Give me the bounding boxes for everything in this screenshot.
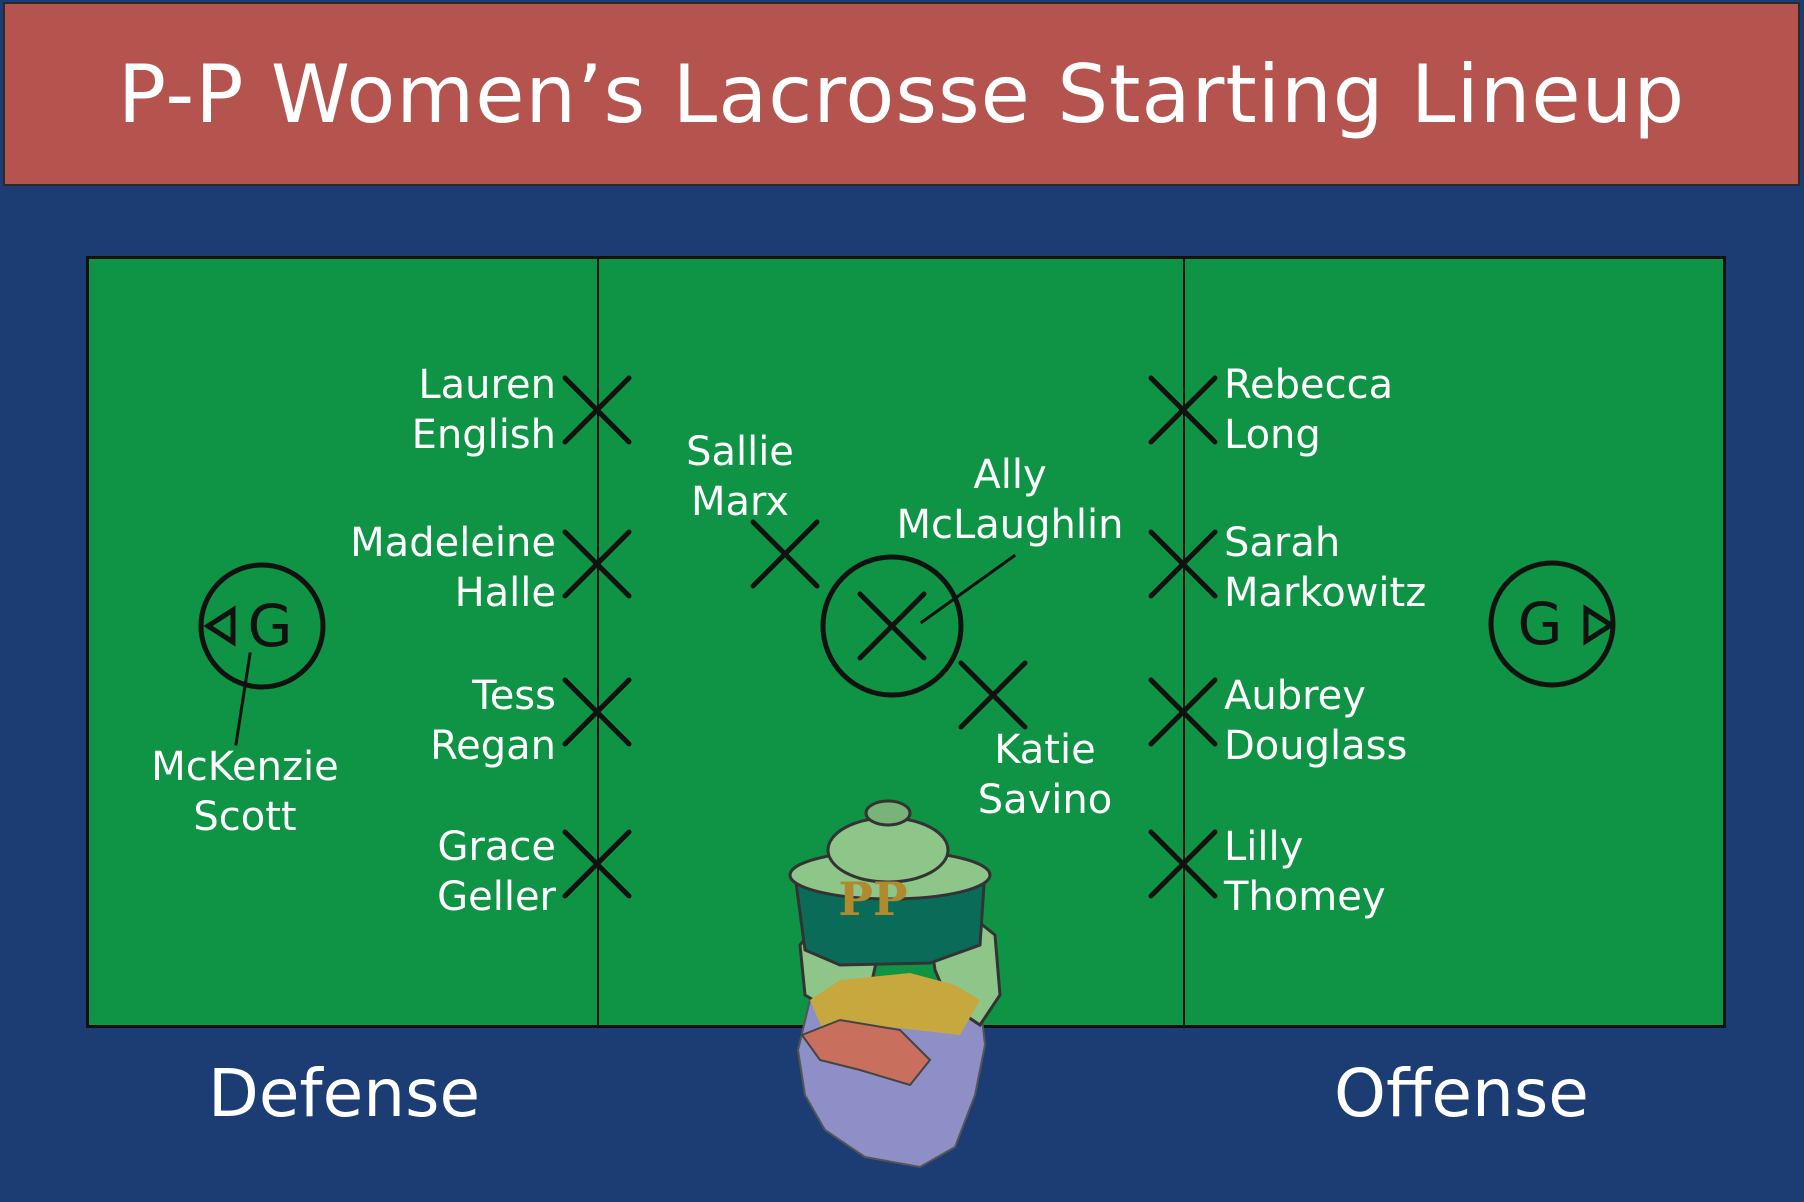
offense-x-4-mark bbox=[1148, 829, 1218, 899]
defense-label: Defense bbox=[208, 1055, 481, 1132]
defense-x-4-mark bbox=[562, 829, 632, 899]
midfield-player-3: Katie Savino bbox=[977, 727, 1113, 823]
offense-player-4: Lilly Thomey bbox=[1224, 824, 1386, 920]
duck-mascot-icon: PP bbox=[788, 799, 1002, 1169]
defense-x-3-mark bbox=[562, 677, 632, 747]
right-goal-arrow-icon bbox=[1583, 604, 1616, 646]
left-goal-letter: G bbox=[248, 592, 293, 660]
offense-restraining-line bbox=[1183, 256, 1185, 1028]
offense-label: Offense bbox=[1334, 1055, 1589, 1132]
midfield-player-1: Sallie Marx bbox=[686, 429, 794, 525]
midfield-player-2: Ally McLaughlin bbox=[896, 452, 1124, 548]
offense-player-2: Sarah Markowitz bbox=[1224, 520, 1427, 616]
offense-x-1-mark bbox=[1148, 375, 1218, 445]
left-goal-arrow-icon bbox=[203, 605, 236, 647]
defense-x-2-mark bbox=[562, 529, 632, 599]
defense-x-1-mark bbox=[562, 375, 632, 445]
left-goal-circle bbox=[198, 562, 326, 690]
offense-x-3-mark bbox=[1148, 677, 1218, 747]
right-goal-letter: G bbox=[1518, 590, 1563, 658]
defense-player-4: Grace Geller bbox=[437, 824, 556, 920]
goalie-pointer-line bbox=[234, 652, 252, 746]
mascot-badge-text: PP bbox=[838, 872, 907, 926]
defense-player-1: Lauren English bbox=[411, 362, 556, 458]
offense-x-2-mark bbox=[1148, 529, 1218, 599]
offense-player-3: Aubrey Douglass bbox=[1224, 673, 1408, 769]
midfield-x-1-mark bbox=[750, 519, 820, 589]
offense-player-1: Rebecca Long bbox=[1224, 362, 1394, 458]
defense-player-3: Tess Regan bbox=[430, 673, 556, 769]
center-pointer-line bbox=[919, 553, 1017, 625]
page-title: P-P Women’s Lacrosse Starting Lineup bbox=[117, 47, 1686, 141]
defense-restraining-line bbox=[597, 256, 599, 1028]
defense-player-2: Madeleine Halle bbox=[350, 520, 556, 616]
title-banner: P-P Women’s Lacrosse Starting Lineup bbox=[3, 2, 1800, 186]
goalie-name: McKenzie Scott bbox=[151, 744, 339, 840]
midfield-x-3-mark bbox=[958, 660, 1028, 730]
midfield-x-2-mark bbox=[857, 591, 927, 661]
center-circle bbox=[820, 554, 964, 698]
